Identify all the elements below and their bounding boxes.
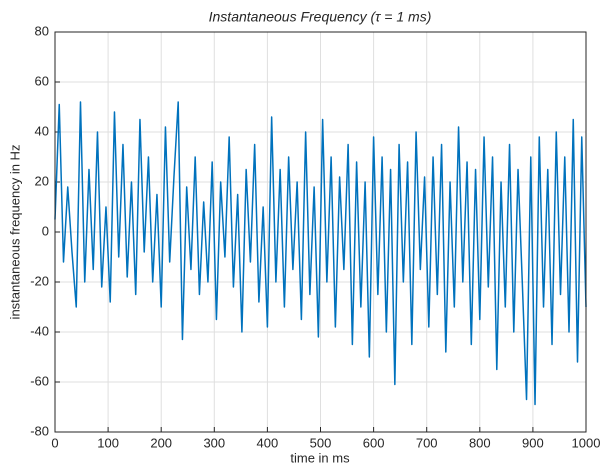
y-tick-label: -40	[30, 323, 49, 338]
y-tick-label: 0	[42, 223, 49, 238]
x-tick-label: 400	[257, 435, 279, 450]
chart-title: Instantaneous Frequency (τ = 1 ms)	[209, 9, 432, 25]
y-axis-label: instantaneous frequency in Hz	[7, 145, 22, 320]
x-tick-label: 300	[203, 435, 225, 450]
y-tick-label: -80	[30, 423, 49, 438]
x-tick-label: 100	[97, 435, 119, 450]
x-tick-label: 200	[150, 435, 172, 450]
y-tick-label: 40	[35, 123, 49, 138]
x-tick-label: 800	[469, 435, 491, 450]
y-tick-label: 20	[35, 173, 49, 188]
y-tick-label: 80	[35, 23, 49, 38]
plot-frame	[54, 31, 587, 433]
x-tick-label: 700	[416, 435, 438, 450]
data-line	[54, 101, 587, 406]
x-tick-label: 600	[363, 435, 385, 450]
y-tick-label: -60	[30, 373, 49, 388]
x-tick-label: 500	[310, 435, 332, 450]
y-tick-label: -20	[30, 273, 49, 288]
x-tick-label: 0	[51, 435, 58, 450]
x-tick-label: 900	[522, 435, 544, 450]
x-axis-label: time in ms	[290, 450, 350, 465]
x-tick-label: 1000	[572, 435, 601, 450]
y-tick-label: 60	[35, 73, 49, 88]
